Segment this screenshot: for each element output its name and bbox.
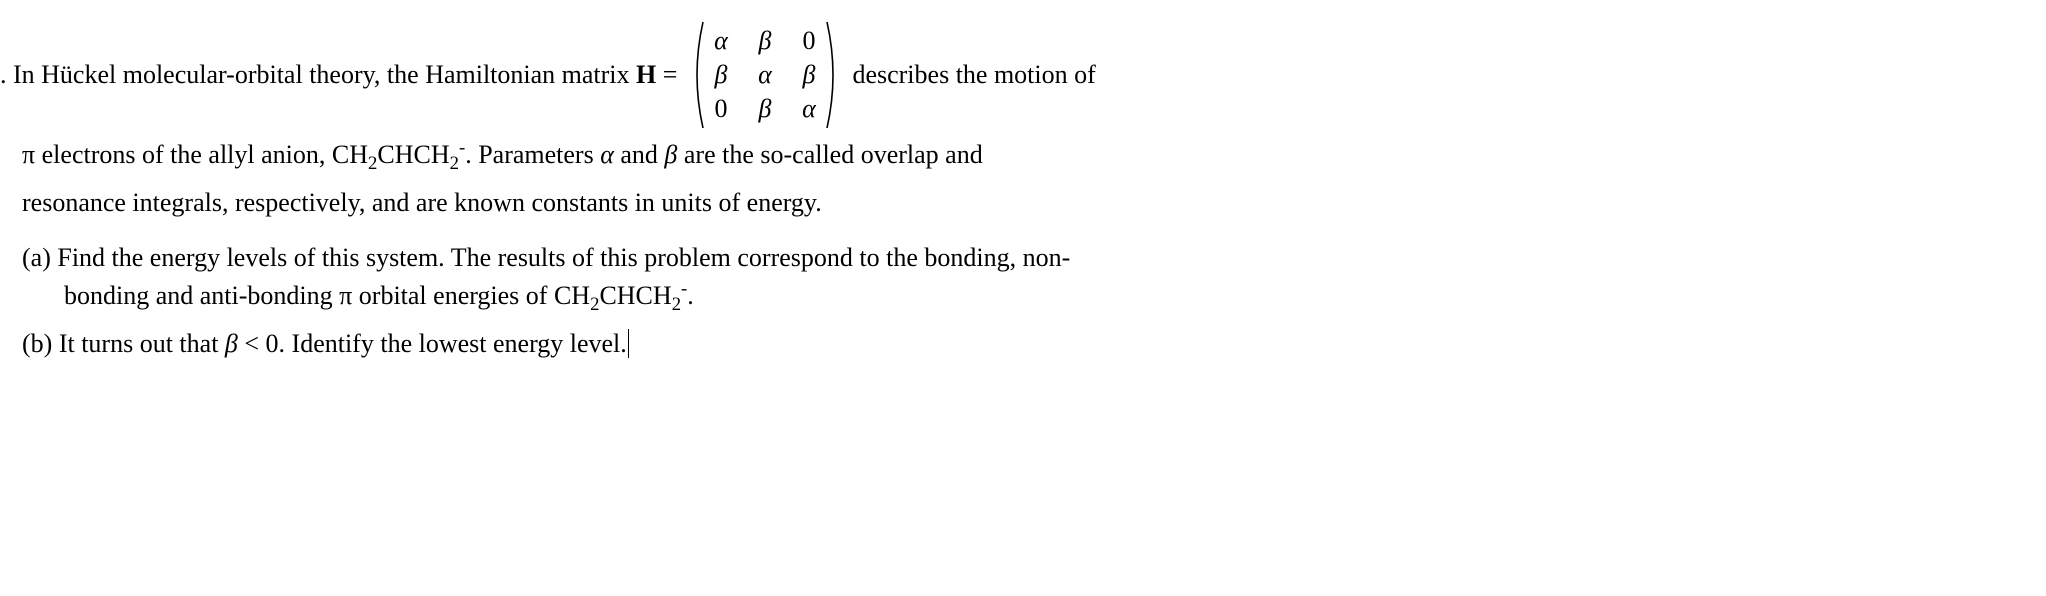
text: .	[687, 281, 694, 310]
text: orbital energies of CH	[352, 281, 590, 310]
matrix-right-paren-icon	[824, 20, 842, 130]
part-a: (a) Find the energy levels of this syste…	[22, 239, 2016, 314]
part-b: (b) It turns out that β < 0. Identify th…	[22, 325, 2016, 363]
beta-symbol: β	[225, 329, 238, 358]
matrix-cell: α	[712, 25, 730, 58]
matrix-cell: β	[712, 59, 730, 92]
hamiltonian-symbol: H	[636, 56, 656, 94]
text: . Parameters	[465, 140, 600, 169]
lead-period: .	[0, 56, 13, 94]
matrix-cell: β	[800, 59, 818, 92]
matrix-body: α β 0 β α β 0 β α	[706, 20, 824, 130]
matrix-cell: 0	[800, 25, 818, 58]
subscript: 2	[672, 294, 681, 315]
text: and	[614, 140, 665, 169]
parts-list: (a) Find the energy levels of this syste…	[22, 239, 2016, 362]
paragraph-line-2: π electrons of the allyl anion, CH2CHCH2…	[22, 136, 2016, 174]
intro-after: describes the motion of	[846, 56, 1096, 94]
text-cursor-icon	[628, 329, 629, 358]
text: are the so-called overlap and	[677, 140, 982, 169]
intro-before: In Hückel molecular-orbital theory, the …	[13, 56, 636, 94]
text: resonance integrals, respectively, and a…	[22, 188, 822, 217]
text: It turns out that	[59, 329, 225, 358]
alpha-symbol: α	[600, 140, 614, 169]
subscript: 2	[450, 153, 459, 174]
problem-block: . In Hückel molecular-orbital theory, th…	[0, 20, 2016, 362]
matrix-cell: α	[800, 93, 818, 126]
beta-symbol: β	[664, 140, 677, 169]
intro-line: . In Hückel molecular-orbital theory, th…	[0, 20, 2016, 130]
pi-symbol: π	[339, 281, 352, 310]
text: bonding and anti-bonding	[64, 281, 339, 310]
part-label: (a)	[22, 243, 57, 272]
text: < 0. Identify the lowest energy level.	[238, 329, 627, 358]
matrix-cell: β	[756, 93, 774, 126]
text: electrons of the allyl anion, CH	[35, 140, 368, 169]
paragraph-line-3: resonance integrals, respectively, and a…	[22, 184, 2016, 222]
matrix-cell: β	[756, 25, 774, 58]
equals-sign: =	[656, 56, 684, 94]
matrix-cell: 0	[712, 93, 730, 126]
matrix-left-paren-icon	[688, 20, 706, 130]
subscript: 2	[368, 153, 377, 174]
text: Find the energy levels of this system. T…	[57, 243, 1070, 272]
text: CHCH	[599, 281, 671, 310]
matrix-cell: α	[756, 59, 774, 92]
hamiltonian-matrix: α β 0 β α β 0 β α	[688, 20, 842, 130]
pi-symbol: π	[22, 140, 35, 169]
text: CHCH	[377, 140, 449, 169]
part-label: (b)	[22, 329, 59, 358]
